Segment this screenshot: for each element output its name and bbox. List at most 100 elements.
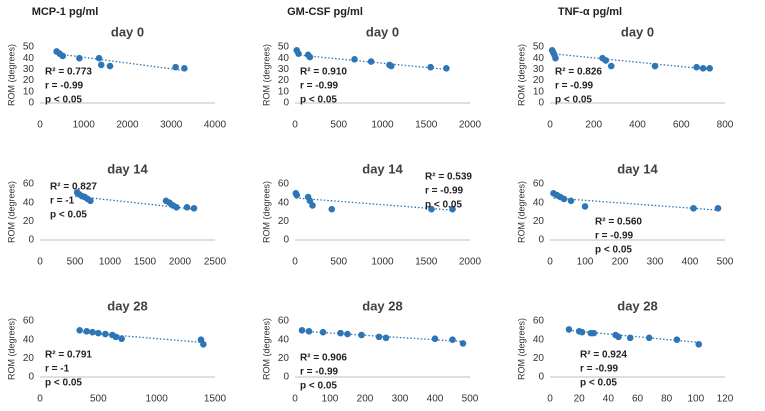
annotation: R² = 0.910 bbox=[300, 67, 347, 78]
annotation: p < 0.05 bbox=[45, 378, 82, 389]
point bbox=[298, 327, 306, 334]
x-tick-label: 1500 bbox=[204, 394, 227, 405]
point bbox=[319, 328, 327, 336]
x-tick-label: 100 bbox=[577, 257, 594, 268]
x-tick-label: 1000 bbox=[146, 394, 169, 405]
point bbox=[602, 57, 610, 64]
y-axis-label: ROM (degrees) bbox=[261, 44, 271, 106]
annotation: p < 0.05 bbox=[425, 200, 462, 211]
annotation: R² = 0.773 bbox=[45, 67, 92, 78]
y-tick-label: 20 bbox=[533, 216, 545, 227]
y-tick-label: 10 bbox=[23, 86, 35, 97]
x-tick-label: 1000 bbox=[371, 257, 394, 268]
annotation: p < 0.05 bbox=[45, 95, 82, 106]
point bbox=[706, 64, 713, 72]
annotation: R² = 0.826 bbox=[555, 67, 602, 78]
x-tick-label: 0 bbox=[37, 257, 43, 268]
y-tick-label: 30 bbox=[533, 64, 545, 75]
chart-title: day 28 bbox=[362, 298, 402, 313]
y-tick-label: 50 bbox=[278, 42, 290, 53]
point bbox=[427, 63, 434, 71]
y-tick-label: 0 bbox=[28, 372, 34, 383]
point bbox=[172, 63, 179, 71]
annotation: r = -0.99 bbox=[595, 231, 634, 242]
y-tick-label: 60 bbox=[278, 179, 290, 190]
x-tick-label: 1500 bbox=[415, 120, 438, 131]
chart-title: day 28 bbox=[617, 298, 657, 313]
point bbox=[344, 330, 351, 338]
annotation: R² = 0.827 bbox=[50, 182, 97, 193]
y-axis-label: ROM (degrees) bbox=[516, 318, 526, 380]
point bbox=[673, 336, 681, 343]
point bbox=[699, 64, 707, 72]
annotation: r = -0.99 bbox=[425, 186, 464, 197]
x-tick-label: 2500 bbox=[204, 257, 227, 268]
y-axis-label: ROM (degrees) bbox=[516, 44, 526, 106]
point bbox=[76, 327, 83, 334]
y-tick-label: 0 bbox=[28, 98, 34, 109]
y-tick-label: 60 bbox=[278, 316, 290, 327]
y-tick-label: 40 bbox=[278, 53, 290, 64]
y-tick-label: 30 bbox=[278, 64, 290, 75]
x-tick-label: 1000 bbox=[371, 120, 394, 131]
chart-title: day 0 bbox=[111, 24, 144, 39]
x-tick-label: 800 bbox=[717, 120, 734, 131]
annotation: R² = 0.906 bbox=[300, 353, 347, 364]
annotation: p < 0.05 bbox=[300, 95, 337, 106]
annotation: p < 0.05 bbox=[300, 381, 337, 392]
point bbox=[89, 328, 96, 336]
x-tick-label: 4000 bbox=[204, 120, 227, 131]
point bbox=[645, 334, 653, 342]
y-tick-label: 60 bbox=[23, 316, 35, 327]
x-tick-label: 2000 bbox=[116, 120, 139, 131]
point bbox=[305, 327, 313, 335]
point bbox=[459, 340, 467, 347]
y-tick-label: 60 bbox=[23, 179, 35, 190]
x-tick-label: 400 bbox=[427, 394, 444, 405]
x-tick-label: 0 bbox=[292, 120, 298, 131]
chart-title: day 14 bbox=[362, 161, 403, 176]
point bbox=[695, 341, 703, 348]
point bbox=[449, 336, 456, 343]
y-axis-label: ROM (degrees) bbox=[261, 181, 271, 243]
point bbox=[337, 329, 344, 337]
point bbox=[309, 202, 316, 209]
x-tick-label: 200 bbox=[357, 394, 374, 405]
y-tick-label: 40 bbox=[23, 53, 35, 64]
y-tick-label: 20 bbox=[278, 353, 290, 364]
point bbox=[112, 333, 120, 341]
x-tick-label: 500 bbox=[330, 120, 347, 131]
annotation: r = -0.99 bbox=[45, 81, 84, 92]
x-tick-label: 0 bbox=[547, 257, 553, 268]
x-tick-label: 0 bbox=[547, 120, 553, 131]
point bbox=[449, 205, 456, 213]
annotation: r = -0.99 bbox=[555, 81, 594, 92]
y-axis-label: ROM (degrees) bbox=[6, 318, 16, 380]
annotation: r = -1 bbox=[50, 196, 75, 207]
annotation: R² = 0.539 bbox=[425, 172, 472, 183]
y-tick-label: 20 bbox=[533, 353, 545, 364]
x-tick-label: 0 bbox=[292, 257, 298, 268]
y-axis-label: ROM (degrees) bbox=[261, 318, 271, 380]
point bbox=[428, 205, 435, 213]
point bbox=[375, 333, 383, 341]
column-title: MCP-1 pg/ml bbox=[32, 6, 99, 18]
chart-title: day 14 bbox=[107, 161, 148, 176]
x-tick-label: 0 bbox=[37, 120, 43, 131]
point bbox=[367, 58, 375, 65]
point bbox=[190, 204, 198, 212]
y-tick-label: 40 bbox=[533, 197, 545, 208]
annotation: R² = 0.560 bbox=[595, 217, 642, 228]
y-tick-label: 20 bbox=[23, 353, 35, 364]
point bbox=[590, 329, 598, 337]
x-tick-label: 600 bbox=[673, 120, 690, 131]
y-tick-label: 20 bbox=[278, 216, 290, 227]
chart-title: day 28 bbox=[107, 298, 147, 313]
x-tick-label: 300 bbox=[647, 257, 664, 268]
point bbox=[443, 64, 450, 72]
trendline bbox=[295, 197, 453, 211]
column-title: TNF-α pg/ml bbox=[558, 6, 622, 18]
point bbox=[560, 195, 568, 203]
y-tick-label: 20 bbox=[533, 75, 545, 86]
